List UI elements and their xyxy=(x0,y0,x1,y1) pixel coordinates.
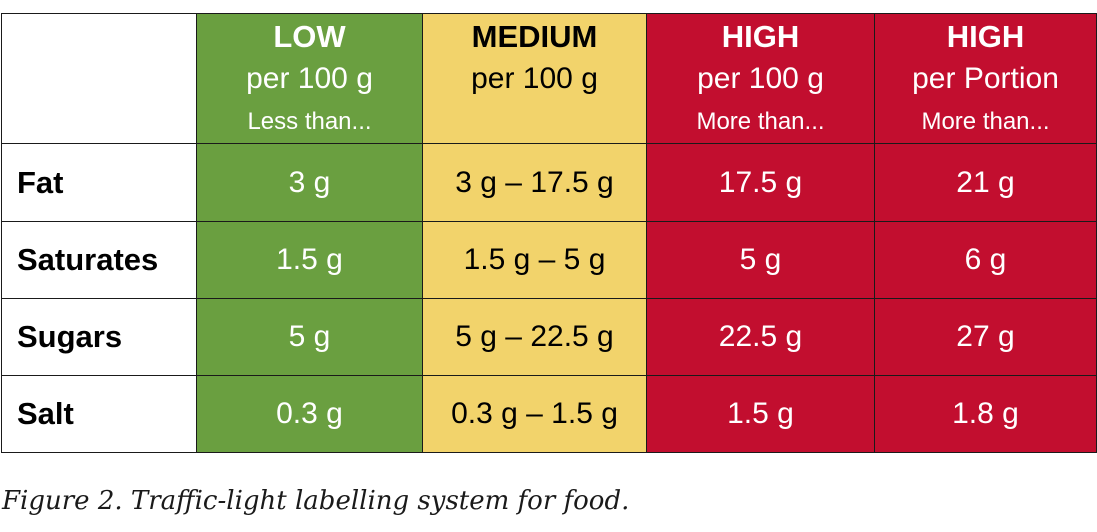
table-row-fat: Fat 3 g 3 g – 17.5 g 17.5 g 21 g xyxy=(1,143,1097,222)
traffic-light-table: LOW per 100 g Less than... MEDIUM per 10… xyxy=(1,13,1097,453)
cell-low: 5 g xyxy=(196,298,423,376)
table-row-sugars: Sugars 5 g 5 g – 22.5 g 22.5 g 27 g xyxy=(1,298,1097,376)
cell-high-per-100g: 17.5 g xyxy=(646,143,875,222)
header-level: MEDIUM xyxy=(471,19,598,54)
cell-medium: 0.3 g – 1.5 g xyxy=(422,375,647,453)
header-level: HIGH xyxy=(721,19,800,54)
table-row-salt: Salt 0.3 g 0.3 g – 1.5 g 1.5 g 1.8 g xyxy=(1,375,1097,453)
header-qualifier: More than... xyxy=(921,108,1050,135)
header-low: LOW per 100 g Less than... xyxy=(196,13,423,144)
header-high-per-100g: HIGH per 100 g More than... xyxy=(646,13,875,144)
cell-medium: 3 g – 17.5 g xyxy=(422,143,647,222)
cell-low: 0.3 g xyxy=(196,375,423,453)
cell-medium: 5 g – 22.5 g xyxy=(422,298,647,376)
table-row-saturates: Saturates 1.5 g 1.5 g – 5 g 5 g 6 g xyxy=(1,221,1097,299)
cell-high-per-portion: 1.8 g xyxy=(874,375,1097,453)
cell-high-per-100g: 22.5 g xyxy=(646,298,875,376)
header-basis: per 100 g xyxy=(471,62,598,95)
cell-high-per-portion: 27 g xyxy=(874,298,1097,376)
header-medium: MEDIUM per 100 g xyxy=(422,13,647,144)
figure-caption: Figure 2. Traffic-light labelling system… xyxy=(2,486,630,516)
cell-low: 3 g xyxy=(196,143,423,222)
header-level: HIGH xyxy=(946,19,1025,54)
header-row: LOW per 100 g Less than... MEDIUM per 10… xyxy=(1,13,1097,144)
header-high-per-portion: HIGH per Portion More than... xyxy=(874,13,1097,144)
header-basis: per 100 g xyxy=(697,62,824,95)
header-basis: per 100 g xyxy=(246,62,373,95)
header-level: LOW xyxy=(273,19,346,54)
row-label-salt: Salt xyxy=(1,375,197,453)
header-qualifier: Less than... xyxy=(247,108,372,135)
row-label-saturates: Saturates xyxy=(1,221,197,299)
cell-high-per-portion: 6 g xyxy=(874,221,1097,299)
row-label-fat: Fat xyxy=(1,143,197,222)
cell-low: 1.5 g xyxy=(196,221,423,299)
row-label-sugars: Sugars xyxy=(1,298,197,376)
cell-high-per-100g: 1.5 g xyxy=(646,375,875,453)
header-basis: per Portion xyxy=(912,62,1059,95)
cell-high-per-100g: 5 g xyxy=(646,221,875,299)
cell-high-per-portion: 21 g xyxy=(874,143,1097,222)
cell-medium: 1.5 g – 5 g xyxy=(422,221,647,299)
header-qualifier: More than... xyxy=(696,108,825,135)
corner-cell xyxy=(1,13,197,144)
